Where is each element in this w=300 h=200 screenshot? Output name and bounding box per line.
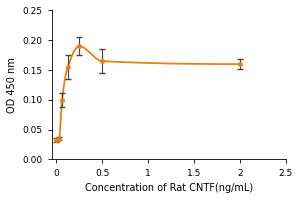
X-axis label: Concentration of Rat CNTF(ng/mL): Concentration of Rat CNTF(ng/mL) <box>85 183 253 193</box>
Y-axis label: OD 450 nm: OD 450 nm <box>7 57 17 113</box>
